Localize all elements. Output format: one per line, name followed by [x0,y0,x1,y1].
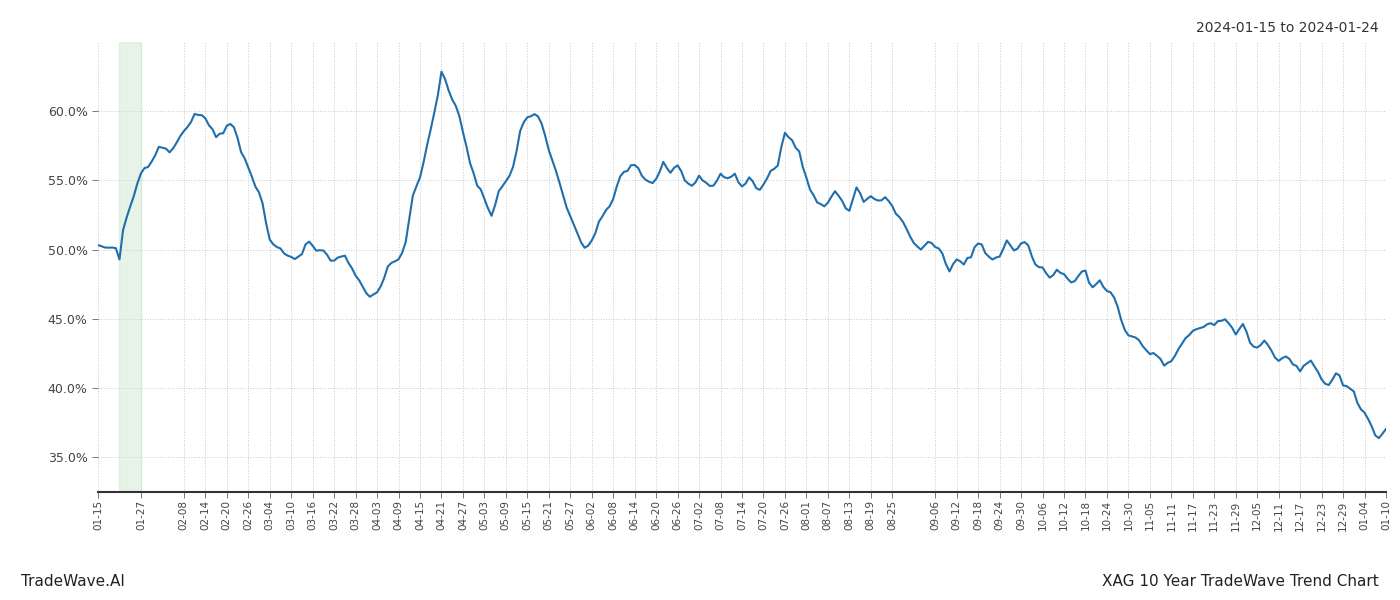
Text: XAG 10 Year TradeWave Trend Chart: XAG 10 Year TradeWave Trend Chart [1102,574,1379,589]
Text: 2024-01-15 to 2024-01-24: 2024-01-15 to 2024-01-24 [1197,21,1379,35]
Bar [119,42,141,492]
Text: TradeWave.AI: TradeWave.AI [21,574,125,589]
